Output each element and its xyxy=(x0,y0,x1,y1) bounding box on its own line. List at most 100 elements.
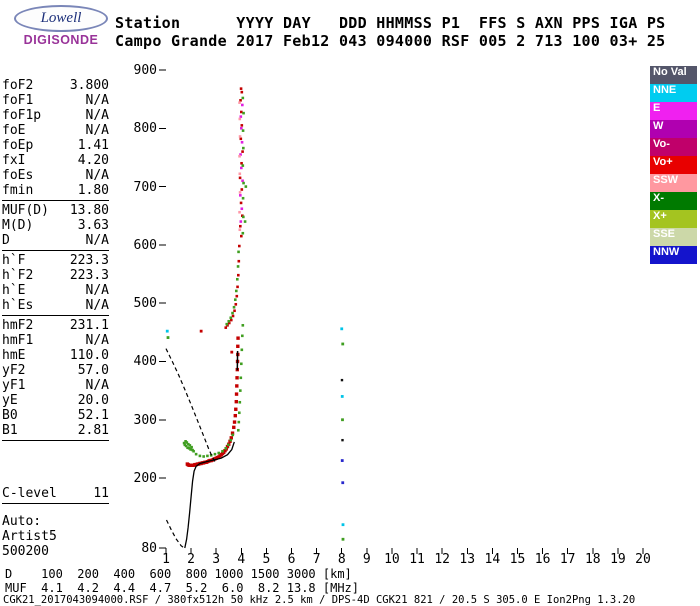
point-x-trace-green xyxy=(239,401,242,404)
logo-digisonde-text: DIGISONDE xyxy=(8,33,114,47)
parameter-row: M(D) 3.63 xyxy=(2,218,109,233)
point-second-hop-green xyxy=(237,251,240,254)
legend-w: W xyxy=(650,120,697,138)
point-x-trace-green xyxy=(184,440,187,443)
point-x-trace-green xyxy=(227,444,230,447)
point-spread-streak-green xyxy=(242,182,245,185)
point-second-hop-red xyxy=(232,315,235,318)
point-second-hop-red xyxy=(233,309,236,312)
point-o-trace-red xyxy=(236,353,239,356)
point-x-trace-green xyxy=(186,441,189,444)
logo-oval: Lowell xyxy=(14,5,108,32)
point-noise-blue xyxy=(341,459,344,462)
point-spread-streak-pink xyxy=(239,135,242,138)
point-x-trace-green xyxy=(239,389,242,392)
point-o-trace-red xyxy=(209,459,212,462)
point-o-trace-red xyxy=(222,451,225,454)
point-spread-streak-green xyxy=(242,112,245,115)
point-o-trace-red xyxy=(194,463,197,466)
point-x-trace-green xyxy=(183,442,186,445)
point-o-trace-red xyxy=(226,445,229,448)
point-second-hop-red xyxy=(230,319,233,322)
parameter-label: fxI xyxy=(2,153,25,168)
y-axis-label: 400 xyxy=(125,354,157,369)
point-spread-streak-magenta xyxy=(241,141,244,144)
parameter-value: 20.0 xyxy=(78,393,109,408)
x-axis-label: 18 xyxy=(581,552,605,567)
legend-x-: X- xyxy=(650,192,697,210)
point-x-trace-green xyxy=(189,444,192,447)
point-noise-red xyxy=(230,351,233,354)
point-spread-streak-red xyxy=(239,177,242,180)
point-o-trace-red xyxy=(215,457,218,460)
point-o-trace-red xyxy=(191,464,194,467)
parameter-value: N/A xyxy=(86,123,109,138)
point-o-trace-red xyxy=(228,440,231,443)
point-spread-streak-red xyxy=(241,214,244,217)
point-spread-streak-pink xyxy=(238,155,241,158)
point-o-trace-red xyxy=(202,461,205,464)
x-axis-label: 8 xyxy=(330,552,354,567)
point-x-trace-green xyxy=(184,444,187,447)
x-axis-label: 1 xyxy=(154,552,178,567)
point-x-trace-green xyxy=(214,453,217,456)
point-o-trace-red xyxy=(201,461,204,464)
point-spread-streak-red xyxy=(241,124,244,127)
point-x-trace-green xyxy=(229,439,232,442)
point-spread-streak-green xyxy=(242,197,245,200)
x-axis-label: 14 xyxy=(480,552,504,567)
point-spread-streak-pink xyxy=(238,211,241,214)
point-o-trace-red xyxy=(199,462,202,465)
point-o-trace-red xyxy=(232,426,235,429)
line-profile-dashed-bottom xyxy=(167,520,185,548)
parameter-value: N/A xyxy=(86,168,109,183)
x-axis-label: 9 xyxy=(355,552,379,567)
lowell-digisonde-logo: Lowell DIGISONDE xyxy=(8,5,114,47)
point-o-trace-red xyxy=(197,462,200,465)
parameter-value: N/A xyxy=(86,283,109,298)
parameter-label: hmE xyxy=(2,348,25,363)
x-axis-label: 16 xyxy=(531,552,555,567)
point-spread-streak-green xyxy=(242,216,245,219)
parameter-value: N/A xyxy=(86,108,109,123)
parameter-label: MUF(D) xyxy=(2,203,49,218)
point-o-trace-red xyxy=(189,464,192,467)
point-noise-black xyxy=(341,439,343,441)
point-o-trace-red xyxy=(192,464,195,467)
c-level-label: C-level xyxy=(2,486,57,501)
point-spread-streak-red xyxy=(240,202,243,205)
point-second-hop-green xyxy=(233,306,236,309)
point-o-trace-red xyxy=(196,462,199,465)
parameter-value: 3.63 xyxy=(78,218,109,233)
point-spread-streak-red xyxy=(240,137,243,140)
point-second-hop-red xyxy=(236,286,239,289)
point-o-trace-red xyxy=(235,376,238,379)
point-spread-streak-magenta xyxy=(239,153,242,156)
point-o-trace-red xyxy=(234,408,237,411)
point-x-trace-green xyxy=(240,376,243,379)
point-spread-streak-magenta xyxy=(241,179,244,182)
y-axis-label: 500 xyxy=(125,296,157,311)
point-spread-streak-pink xyxy=(239,118,242,121)
legend-x+: X+ xyxy=(650,210,697,228)
y-axis-label: 700 xyxy=(125,180,157,195)
parameter-value: 223.3 xyxy=(70,268,109,283)
parameter-label: M(D) xyxy=(2,218,33,233)
point-second-hop-green xyxy=(236,278,239,281)
point-x-trace-green xyxy=(241,349,244,352)
point-second-hop-red xyxy=(228,322,231,325)
parameter-label: h`F xyxy=(2,253,25,268)
point-noise-green xyxy=(167,336,170,339)
point-x-trace-green xyxy=(238,421,241,424)
point-spread-streak-red xyxy=(241,91,244,94)
point-x-trace-green xyxy=(188,447,191,450)
point-x-trace-green xyxy=(192,450,195,453)
